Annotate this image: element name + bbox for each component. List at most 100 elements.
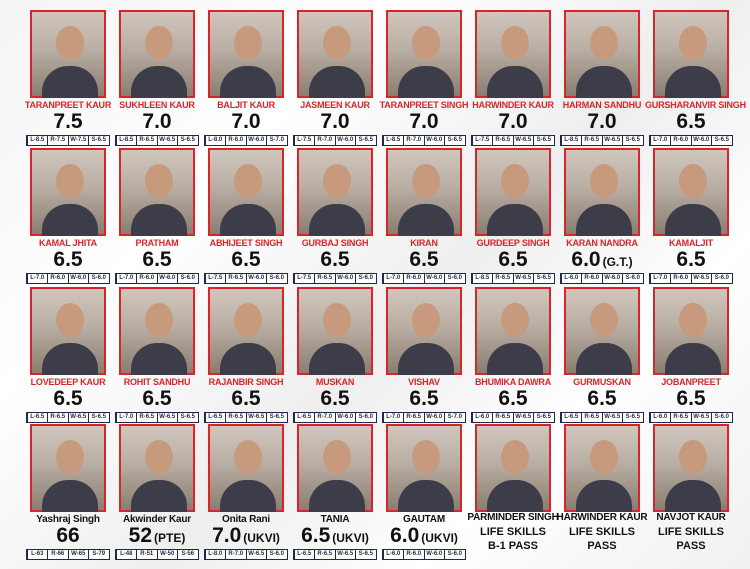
photo-body [309, 204, 365, 236]
subscore-bar: L-7.0 R-6.5 W-6.0 S-7.0 [382, 412, 466, 423]
student-name: JASMEEN KAUR [300, 100, 370, 110]
subscore: L-6.0 [383, 550, 403, 559]
photo-body [42, 204, 98, 236]
subscore-bar: L-8.5 R-7.0 W-6.0 S-6.5 [382, 135, 466, 146]
band-score: 6.5 [643, 248, 739, 272]
score-value: 6.5 [498, 387, 528, 410]
student-photo [30, 10, 106, 98]
student-photo [119, 148, 195, 236]
subscore: L-63 [27, 550, 47, 559]
subscore-bar: L-6.0 R-6.0 W-6.0 S-6.0 [382, 549, 466, 560]
student-name: GURBAJ SINGH [301, 238, 369, 248]
score-value: 6.5 [142, 387, 172, 410]
subscore: W-6.0 [335, 413, 355, 422]
subscore: S-6.0 [712, 413, 732, 422]
student-photo [297, 287, 373, 375]
subscore: W-6.0 [68, 274, 88, 283]
subscore: W-65 [68, 550, 88, 559]
student-card: NAVJOT KAUR LIFE SKILLS PASS [649, 424, 733, 560]
photo-body [398, 343, 454, 375]
student-card: SUKHLEEN KAUR 7.0 L-8.5 R-6.5 W-6.5 S-6.5 [115, 10, 199, 146]
student-card: JASMEEN KAUR 7.0 L-7.5 R-7.0 W-6.0 S-6.5 [293, 10, 377, 146]
subscore-bar: L-48 R-51 W-50 S-56 [115, 549, 199, 560]
student-name: HARMAN SANDHU [562, 100, 642, 110]
subscore: W-6.0 [157, 274, 177, 283]
student-photo [653, 287, 729, 375]
photo-head [56, 26, 84, 60]
student-photo [208, 148, 284, 236]
subscore: W-6.0 [602, 274, 622, 283]
student-photo [386, 10, 462, 98]
photo-head [323, 440, 351, 474]
score-suffix: (UKVI) [421, 531, 458, 545]
subscore: R-6.0 [404, 550, 424, 559]
photo-head [590, 303, 618, 337]
score-value: 7.5 [53, 110, 83, 133]
subscore-bar: L-8.5 R-6.5 W-6.5 S-6.5 [115, 135, 199, 146]
student-photo [386, 148, 462, 236]
photo-body [398, 66, 454, 98]
subscore: R-6.5 [226, 274, 246, 283]
subscore: S-6.5 [89, 136, 109, 145]
subscore-bar: L-6.0 R-6.5 W-6.5 S-6.0 [649, 412, 733, 423]
student-photo [564, 424, 640, 512]
subscore: R-6.5 [137, 413, 157, 422]
score-value: 7.0 [498, 110, 528, 133]
photo-body [220, 480, 276, 512]
student-card: LOVEDEEP KAUR 6.5 L-6.5 R-6.5 W-6.5 S-6.5 [26, 287, 110, 423]
subscore: S-7.0 [267, 136, 287, 145]
student-name: BALJIT KAUR [217, 100, 275, 110]
subscore: S-6.0 [267, 274, 287, 283]
photo-head [323, 303, 351, 337]
student-card: GURDEEP SINGH 6.5 L-8.5 R-6.5 W-6.5 S-6.5 [471, 148, 555, 284]
band-score: 6.0 (UKVI) [376, 524, 472, 548]
subscore: W-6.5 [246, 550, 266, 559]
subscore: W-6.5 [68, 413, 88, 422]
photo-head [679, 164, 707, 198]
student-photo [30, 148, 106, 236]
subscore: S-6.5 [178, 136, 198, 145]
subscore: W-6.0 [424, 413, 444, 422]
score-value: 7.0 [587, 110, 617, 133]
student-name: PARMINDER SINGH [467, 512, 559, 523]
photo-body [131, 66, 187, 98]
student-name: TANIA [320, 514, 350, 525]
subscore-bar: L-7.5 R-6.5 W-6.5 S-6.5 [471, 135, 555, 146]
student-card: RAJANBIR SINGH 6.5 L-6.5 R-6.5 W-6.5 S-6.5 [204, 287, 288, 423]
subscore: R-6.5 [582, 136, 602, 145]
band-score: 52 (PTE) [109, 524, 205, 548]
photo-head [323, 26, 351, 60]
photo-head [234, 164, 262, 198]
score-value: 6.5 [676, 248, 706, 271]
subscore: W-6.5 [602, 136, 622, 145]
photo-body [665, 480, 721, 512]
student-card: PRATHAM 6.5 L-7.0 R-6.0 W-6.0 S-6.0 [115, 148, 199, 284]
student-name: ROHIT SANDHU [123, 377, 191, 387]
photo-body [309, 343, 365, 375]
student-card: GAUTAM 6.0 (UKVI) L-6.0 R-6.0 W-6.0 S-6.0 [382, 424, 466, 560]
band-score: 6.5 [643, 110, 739, 134]
subscore-bar: L-6.5 R-6.5 W-6.5 S-6.5 [293, 549, 377, 560]
subscore: W-6.5 [246, 413, 266, 422]
student-name: GURDEEP SINGH [476, 238, 550, 248]
band-score: 6.5 [198, 248, 294, 272]
subscore-bar: L-7.5 R-6.5 W-6.0 S-6.0 [204, 273, 288, 284]
subscore: S-7.0 [445, 413, 465, 422]
subscore: W-6.5 [157, 136, 177, 145]
photo-body [576, 66, 632, 98]
student-photo [30, 424, 106, 512]
student-name: RAJANBIR SINGH [208, 377, 284, 387]
band-score: 7.0 [198, 110, 294, 134]
band-score: 7.0 [554, 110, 650, 134]
subscore: L-7.5 [472, 136, 492, 145]
subscore: S-6.5 [534, 136, 554, 145]
result-line: LIFE SKILLS [658, 526, 724, 538]
subscore-bar: L-8.0 R-7.0 W-6.5 S-6.0 [204, 549, 288, 560]
band-score: 7.5 [20, 110, 116, 134]
student-name: HARWINDER KAUR [556, 512, 648, 523]
subscore-bar: L-6.5 R-6.5 W-6.5 S-6.5 [560, 412, 644, 423]
student-photo [208, 424, 284, 512]
student-name: Yashraj Singh [36, 514, 100, 525]
subscore: S-6.5 [356, 550, 376, 559]
score-value: 6.0 [390, 524, 420, 547]
